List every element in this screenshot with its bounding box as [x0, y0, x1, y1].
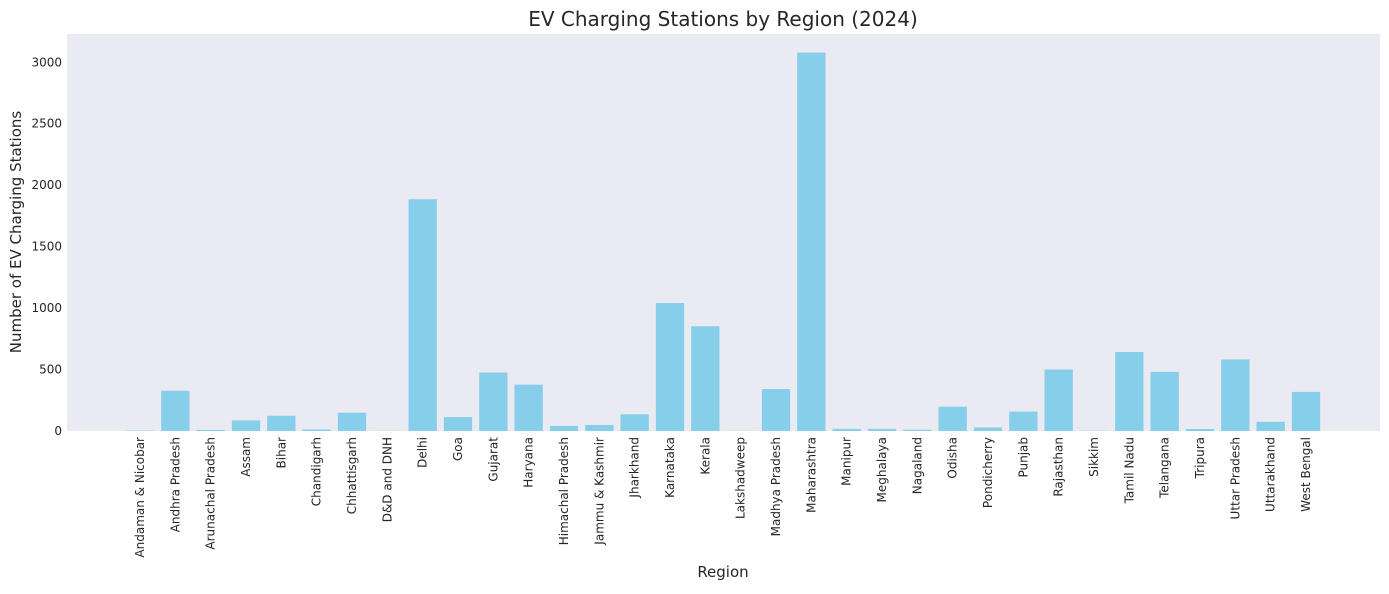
bar-delhi [409, 199, 437, 431]
y-tick-label: 2500 [31, 117, 62, 131]
plot-background [67, 34, 1380, 431]
x-tick-label: Madhya Pradesh [769, 437, 783, 536]
bar-meghalaya [868, 429, 896, 431]
x-tick-label: Himachal Pradesh [557, 437, 571, 545]
x-tick-label: Goa [451, 437, 465, 461]
x-tick-label: Uttarakhand [1264, 437, 1278, 512]
x-tick-labels: Andaman & Nicobar Andhra Pradesh Arunachal… [133, 437, 1313, 558]
bar-andhra-pradesh [161, 391, 189, 431]
y-tick-label: 2000 [31, 178, 62, 192]
x-tick-label: Sikkim [1087, 437, 1101, 477]
x-tick-label: Karnataka [663, 437, 677, 498]
bar-haryana [515, 385, 543, 431]
bar-madhya-pradesh [762, 389, 790, 431]
bar-goa [444, 417, 472, 431]
x-tick-label: Lakshadweep [734, 437, 748, 519]
x-tick-label: Haryana [522, 437, 536, 488]
x-tick-label: Telangana [1158, 437, 1172, 499]
x-tick-label: Chhattisgarh [345, 437, 359, 514]
x-axis-title: Region [697, 563, 748, 581]
x-tick-label: Pondicherry [981, 437, 995, 508]
x-tick-label: Gujarat [486, 437, 500, 482]
bar-assam [232, 420, 260, 431]
bar-chhattisgarh [338, 413, 366, 431]
bar-west-bengal [1292, 392, 1320, 431]
x-tick-label: Tamil Nadu [1122, 437, 1136, 504]
bar-uttar-pradesh [1221, 359, 1249, 431]
bar-himachal-pradesh [550, 426, 578, 431]
x-tick-label: Bihar [274, 437, 288, 469]
bar-rajasthan [1045, 370, 1073, 431]
chart-title: EV Charging Stations by Region (2024) [528, 7, 918, 31]
bar-karnataka [656, 303, 684, 431]
bar-jammu-kashmir [585, 425, 613, 431]
bar-chandigarh [303, 430, 331, 431]
bar-kerala [691, 326, 719, 431]
x-tick-label: Rajasthan [1052, 437, 1066, 497]
x-tick-label: Manipur [840, 437, 854, 486]
bar-maharashtra [797, 53, 825, 431]
bar-tripura [1186, 429, 1214, 431]
x-tick-label: Meghalaya [875, 437, 889, 502]
bar-punjab [1009, 412, 1037, 431]
bar-odisha [939, 407, 967, 431]
y-axis-title: Number of EV Charging Stations [7, 111, 25, 354]
x-tick-label: Delhi [416, 437, 430, 468]
x-tick-label: Andaman & Nicobar [133, 437, 147, 558]
y-tick-label: 0 [54, 424, 62, 438]
x-tick-label: Arunachal Pradesh [204, 437, 218, 550]
bar-tamil-nadu [1115, 352, 1143, 431]
y-tick-label: 1500 [31, 240, 62, 254]
y-tick-label: 500 [39, 363, 62, 377]
x-tick-label: Uttar Pradesh [1228, 437, 1242, 519]
x-tick-label: Andhra Pradesh [168, 437, 182, 532]
x-tick-label: West Bengal [1299, 437, 1313, 512]
x-tick-label: Nagaland [910, 437, 924, 494]
bar-jharkhand [621, 414, 649, 431]
y-tick-labels: 0 500 1000 1500 2000 2500 3000 [31, 55, 62, 438]
x-tick-label: Jammu & Kashmir [592, 437, 606, 546]
bar-pondicherry [974, 427, 1002, 431]
x-tick-label: Punjab [1016, 437, 1030, 478]
x-tick-label: Assam [239, 437, 253, 477]
x-tick-label: Jharkhand [628, 437, 642, 499]
bar-gujarat [479, 372, 507, 431]
bar-uttarakhand [1257, 422, 1285, 431]
y-tick-label: 3000 [31, 55, 62, 69]
x-tick-label: Chandigarh [310, 437, 324, 506]
x-tick-label: Kerala [698, 437, 712, 475]
y-tick-label: 1000 [31, 301, 62, 315]
bar-bihar [267, 416, 295, 431]
x-tick-label: Maharashtra [804, 437, 818, 513]
bar-telangana [1151, 372, 1179, 431]
bar-arunachal-pradesh [197, 430, 225, 431]
bar-nagaland [903, 430, 931, 431]
x-tick-label: Odisha [946, 437, 960, 479]
bar-manipur [833, 429, 861, 431]
x-tick-label: D&D and DNH [380, 437, 394, 522]
x-tick-label: Tripura [1193, 437, 1207, 479]
